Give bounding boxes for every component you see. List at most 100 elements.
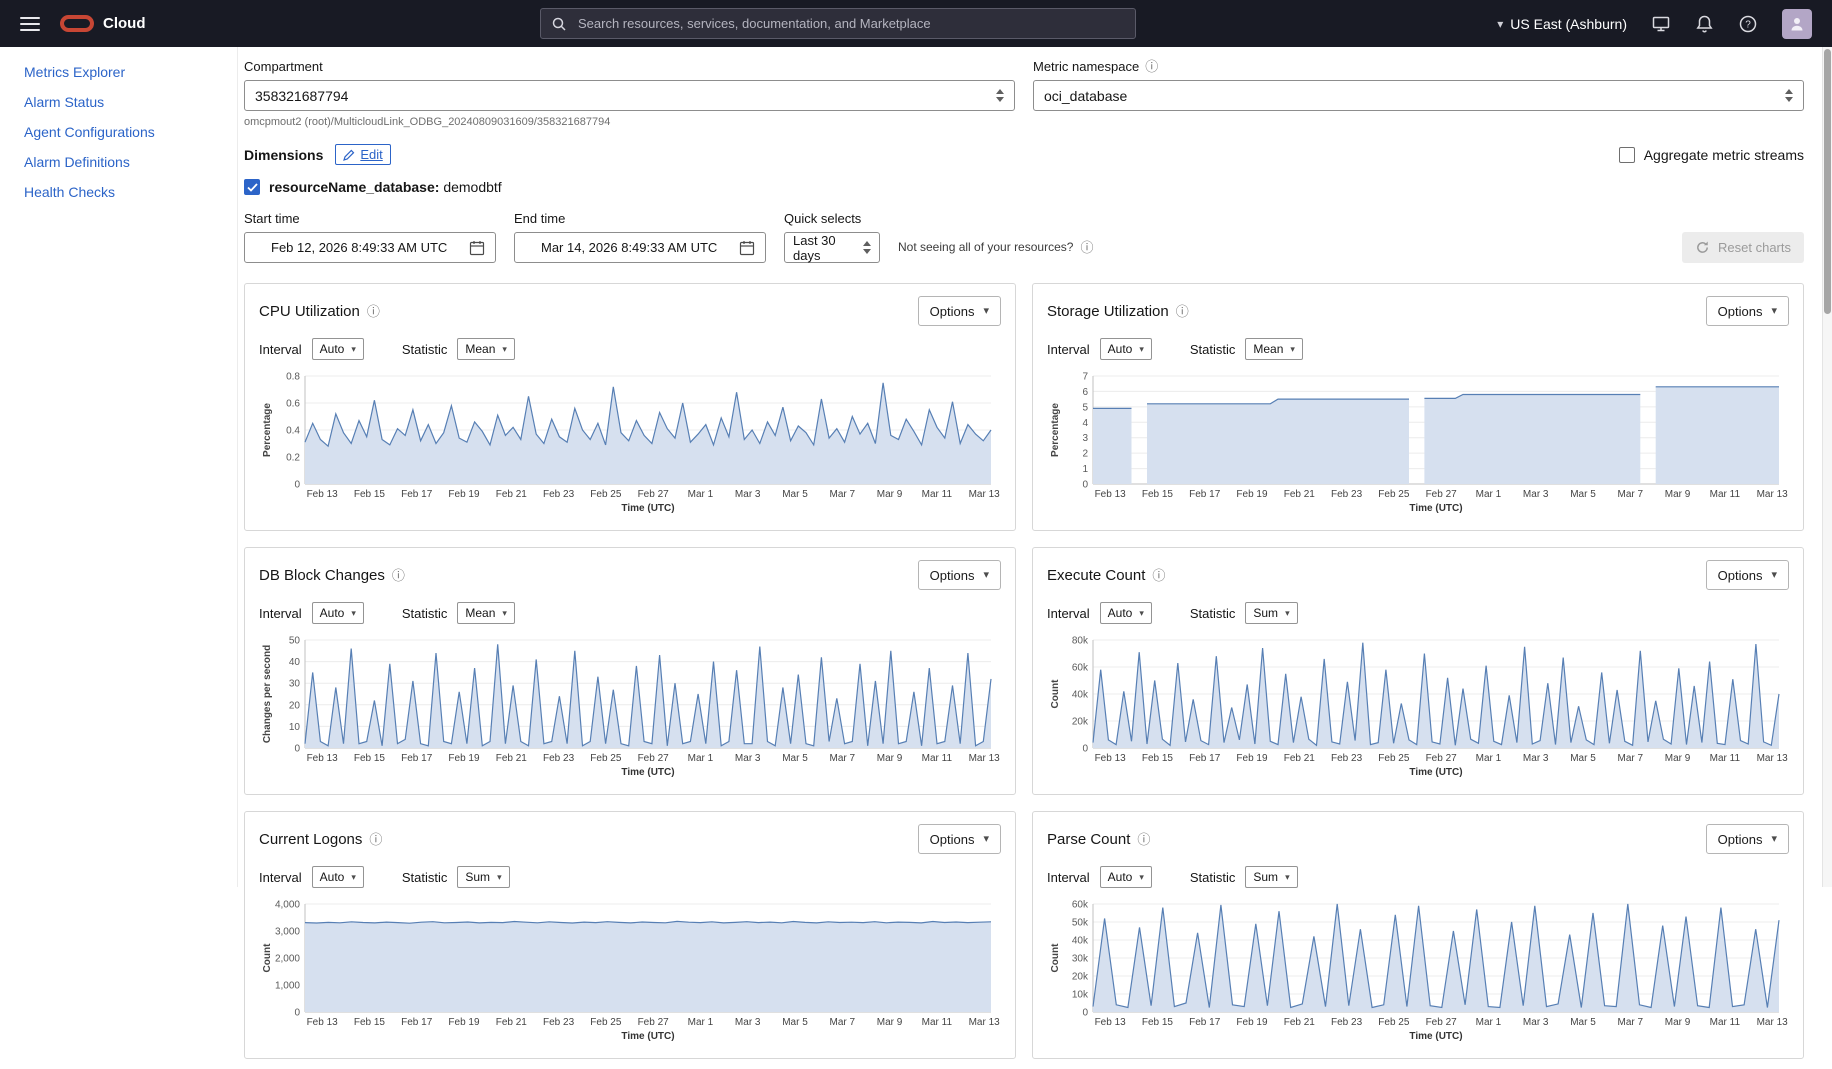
svg-text:Feb 19: Feb 19 bbox=[448, 753, 480, 764]
svg-text:60k: 60k bbox=[1072, 663, 1089, 674]
svg-text:Feb 27: Feb 27 bbox=[638, 489, 670, 500]
end-time-input[interactable]: Mar 14, 2026 8:49:33 AM UTC bbox=[514, 232, 766, 263]
namespace-field: Metric namespace ⓘ oci_database bbox=[1033, 55, 1804, 128]
info-icon[interactable]: ⓘ bbox=[367, 305, 380, 318]
info-icon[interactable]: ⓘ bbox=[1152, 569, 1165, 582]
svg-text:0: 0 bbox=[294, 744, 300, 755]
chevron-down-icon: ▾ bbox=[1139, 609, 1144, 618]
aggregate-checkbox[interactable] bbox=[1619, 147, 1635, 163]
sidebar: Metrics Explorer Alarm Status Agent Conf… bbox=[0, 47, 238, 887]
svg-text:Mar 9: Mar 9 bbox=[877, 1017, 903, 1028]
statistic-select[interactable]: Mean▾ bbox=[457, 602, 515, 624]
info-icon[interactable]: ⓘ bbox=[1176, 305, 1189, 318]
chart-options-button[interactable]: Options▾ bbox=[918, 560, 1001, 590]
svg-text:Mar 1: Mar 1 bbox=[688, 489, 714, 500]
calendar-icon[interactable] bbox=[739, 240, 755, 256]
svg-text:Mar 5: Mar 5 bbox=[782, 1017, 808, 1028]
interval-select[interactable]: Auto▾ bbox=[1100, 602, 1152, 624]
compartment-path: omcpmout2 (root)/MulticloudLink_ODBG_202… bbox=[244, 116, 1015, 128]
info-icon[interactable]: ⓘ bbox=[1080, 241, 1093, 254]
interval-select[interactable]: Auto▾ bbox=[312, 338, 364, 360]
interval-select[interactable]: Auto▾ bbox=[312, 866, 364, 888]
end-time-value: Mar 14, 2026 8:49:33 AM UTC bbox=[541, 240, 717, 255]
reset-charts-button[interactable]: Reset charts bbox=[1682, 232, 1804, 263]
svg-text:0.8: 0.8 bbox=[286, 372, 300, 383]
statistic-select[interactable]: Mean▾ bbox=[457, 338, 515, 360]
user-icon bbox=[1788, 15, 1806, 33]
sidebar-item-agent-configurations[interactable]: Agent Configurations bbox=[0, 117, 237, 147]
svg-text:0: 0 bbox=[294, 1008, 300, 1019]
svg-text:40: 40 bbox=[289, 657, 301, 668]
svg-text:Feb 19: Feb 19 bbox=[448, 1017, 480, 1028]
svg-text:Mar 3: Mar 3 bbox=[1523, 753, 1549, 764]
options-label: Options bbox=[930, 304, 975, 319]
namespace-select[interactable]: oci_database bbox=[1033, 80, 1804, 111]
interval-value: Auto bbox=[320, 870, 345, 884]
help-icon[interactable]: ? bbox=[1738, 14, 1758, 34]
start-time-input[interactable]: Feb 12, 2026 8:49:33 AM UTC bbox=[244, 232, 496, 263]
statistic-select[interactable]: Sum▾ bbox=[1245, 866, 1297, 888]
svg-text:Feb 21: Feb 21 bbox=[1284, 1017, 1316, 1028]
svg-text:Feb 27: Feb 27 bbox=[638, 1017, 670, 1028]
brand[interactable]: Cloud bbox=[60, 15, 146, 32]
info-icon[interactable]: ⓘ bbox=[1137, 833, 1150, 846]
svg-text:Feb 13: Feb 13 bbox=[307, 1017, 339, 1028]
stream-checkbox[interactable] bbox=[244, 179, 260, 195]
sidebar-item-alarm-status[interactable]: Alarm Status bbox=[0, 87, 237, 117]
calendar-icon[interactable] bbox=[469, 240, 485, 256]
svg-text:Feb 17: Feb 17 bbox=[401, 489, 433, 500]
statistic-select[interactable]: Sum▾ bbox=[457, 866, 509, 888]
info-icon[interactable]: ⓘ bbox=[369, 833, 382, 846]
svg-text:6: 6 bbox=[1082, 387, 1088, 398]
svg-text:Feb 19: Feb 19 bbox=[1236, 753, 1268, 764]
interval-value: Auto bbox=[320, 606, 345, 620]
chart-options-button[interactable]: Options▾ bbox=[918, 824, 1001, 854]
compartment-select[interactable]: 358321687794 bbox=[244, 80, 1015, 111]
menu-icon[interactable] bbox=[20, 17, 40, 31]
interval-select[interactable]: Auto▾ bbox=[1100, 866, 1152, 888]
chevron-down-icon: ▾ bbox=[502, 609, 507, 618]
chart-options-button[interactable]: Options▾ bbox=[1706, 296, 1789, 326]
svg-text:Mar 11: Mar 11 bbox=[922, 1017, 953, 1028]
svg-text:Feb 25: Feb 25 bbox=[1378, 753, 1410, 764]
chart-options-button[interactable]: Options▾ bbox=[1706, 824, 1789, 854]
info-icon[interactable]: ⓘ bbox=[392, 569, 405, 582]
svg-text:Mar 9: Mar 9 bbox=[1665, 489, 1691, 500]
svg-text:Mar 9: Mar 9 bbox=[1665, 753, 1691, 764]
statistic-select[interactable]: Sum▾ bbox=[1245, 602, 1297, 624]
sidebar-item-health-checks[interactable]: Health Checks bbox=[0, 177, 237, 207]
interval-select[interactable]: Auto▾ bbox=[1100, 338, 1152, 360]
avatar[interactable] bbox=[1782, 9, 1812, 39]
scrollbar-thumb[interactable] bbox=[1824, 49, 1831, 314]
svg-text:Mar 3: Mar 3 bbox=[735, 1017, 761, 1028]
svg-text:Mar 11: Mar 11 bbox=[1710, 489, 1741, 500]
interval-select[interactable]: Auto▾ bbox=[312, 602, 364, 624]
chart-card-current-logons: Current Logons ⓘ Options▾ Interval Auto▾… bbox=[244, 811, 1016, 1059]
statistic-label: Statistic bbox=[402, 606, 448, 621]
search-bar[interactable] bbox=[540, 8, 1136, 39]
quick-selects-value: Last 30 days bbox=[793, 233, 857, 263]
chart-options-button[interactable]: Options▾ bbox=[1706, 560, 1789, 590]
svg-text:Feb 21: Feb 21 bbox=[1284, 753, 1316, 764]
chevron-down-icon: ▾ bbox=[1771, 834, 1777, 845]
search-input[interactable] bbox=[576, 15, 1125, 32]
svg-text:Mar 7: Mar 7 bbox=[830, 1017, 856, 1028]
quick-selects-select[interactable]: Last 30 days bbox=[784, 232, 880, 263]
announcements-icon[interactable] bbox=[1651, 14, 1671, 34]
region-selector[interactable]: ▾ US East (Ashburn) bbox=[1497, 16, 1627, 32]
chart-options-button[interactable]: Options▾ bbox=[918, 296, 1001, 326]
filter-grid: Compartment 358321687794 omcpmout2 (root… bbox=[244, 55, 1804, 128]
svg-text:Feb 17: Feb 17 bbox=[401, 1017, 433, 1028]
notifications-bell-icon[interactable] bbox=[1695, 14, 1714, 34]
sidebar-item-alarm-definitions[interactable]: Alarm Definitions bbox=[0, 147, 237, 177]
chevron-down-icon: ▾ bbox=[1285, 609, 1290, 618]
svg-text:Mar 1: Mar 1 bbox=[688, 1017, 714, 1028]
edit-dimensions-button[interactable]: Edit bbox=[335, 144, 390, 165]
statistic-select[interactable]: Mean▾ bbox=[1245, 338, 1303, 360]
info-icon[interactable]: ⓘ bbox=[1145, 60, 1158, 73]
search-wrap bbox=[540, 8, 1136, 39]
sidebar-item-metrics-explorer[interactable]: Metrics Explorer bbox=[0, 57, 237, 87]
